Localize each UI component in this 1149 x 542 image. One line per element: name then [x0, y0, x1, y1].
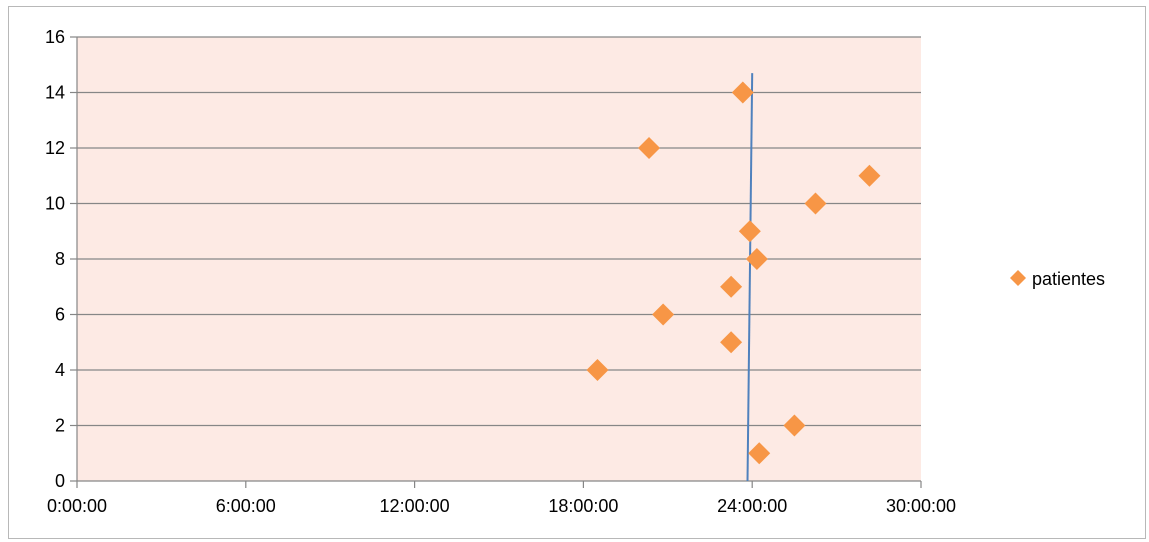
tick-labels: 0 2 4 6 8 10 12 14 16 0:00:00 6:00:00 12:00:00 18:00…: [45, 27, 956, 516]
y-tick-label: 14: [45, 83, 65, 103]
legend-label: patientes: [1032, 269, 1105, 289]
gridlines: [77, 36, 921, 427]
reference-line: [746, 73, 754, 482]
x-tick-label: 12:00:00: [380, 496, 450, 516]
y-tick-label: 12: [45, 138, 65, 158]
data-point: [652, 303, 675, 326]
data-points: [586, 81, 881, 465]
y-tick-label: 16: [45, 27, 65, 47]
x-tick-label: 30:00:00: [886, 496, 956, 516]
legend: patientes: [1010, 269, 1105, 289]
data-point: [858, 164, 881, 187]
data-point: [638, 137, 661, 159]
x-tick-label: 24:00:00: [717, 496, 787, 516]
data-point: [804, 192, 827, 215]
x-tick-label: 0:00:00: [47, 496, 107, 516]
y-tick-label: 8: [55, 249, 65, 269]
y-tick-label: 6: [55, 305, 65, 325]
y-tick-label: 2: [55, 416, 65, 436]
data-point: [748, 442, 771, 465]
axes: [70, 36, 922, 488]
y-tick-label: 0: [55, 471, 65, 491]
data-point: [783, 414, 806, 437]
x-tick-label: 18:00:00: [548, 496, 618, 516]
data-point: [720, 331, 743, 354]
legend-marker-diamond-icon: [1010, 270, 1026, 286]
x-tick-label: 6:00:00: [216, 496, 276, 516]
reference-line-layer: [746, 73, 754, 482]
data-point: [720, 275, 743, 298]
data-point: [586, 359, 609, 381]
data-point: [731, 81, 754, 104]
data-point: [745, 248, 768, 270]
y-tick-label: 4: [55, 360, 65, 380]
data-point: [738, 220, 761, 243]
y-tick-label: 10: [45, 194, 65, 214]
